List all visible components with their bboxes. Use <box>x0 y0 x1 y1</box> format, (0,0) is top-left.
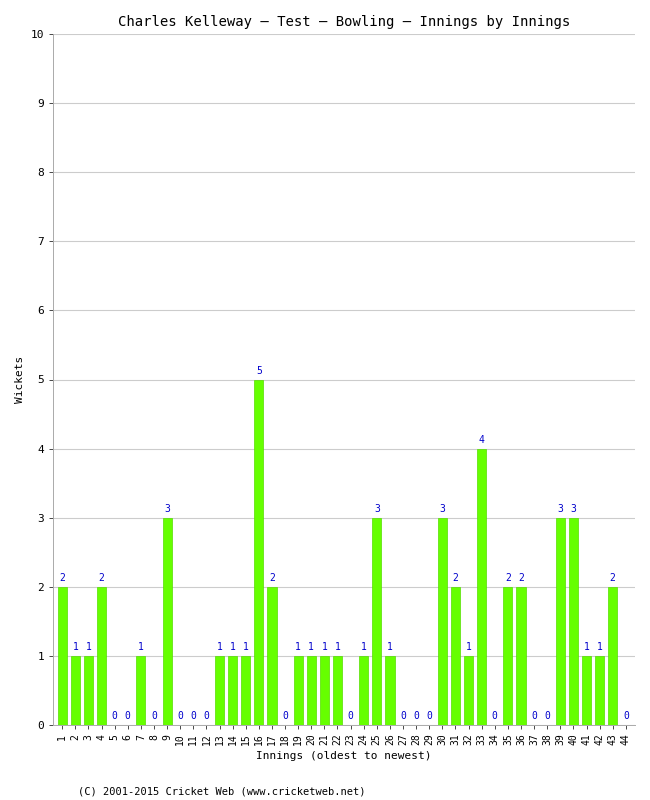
Bar <box>307 656 316 725</box>
Bar <box>385 656 395 725</box>
Bar <box>97 586 106 725</box>
Bar <box>215 656 224 725</box>
Text: 0: 0 <box>190 711 196 722</box>
Bar <box>437 518 447 725</box>
Bar <box>503 586 512 725</box>
Bar <box>516 586 526 725</box>
Text: 0: 0 <box>400 711 406 722</box>
Text: 1: 1 <box>322 642 328 652</box>
Y-axis label: Wickets: Wickets <box>15 356 25 403</box>
Text: 0: 0 <box>348 711 354 722</box>
Text: 5: 5 <box>256 366 262 376</box>
Text: 0: 0 <box>426 711 432 722</box>
Text: 1: 1 <box>597 642 603 652</box>
Text: 1: 1 <box>138 642 144 652</box>
Bar <box>608 586 618 725</box>
Text: 0: 0 <box>544 711 550 722</box>
Text: 0: 0 <box>413 711 419 722</box>
Text: 1: 1 <box>465 642 471 652</box>
Bar <box>294 656 303 725</box>
Text: 1: 1 <box>295 642 301 652</box>
Bar <box>582 656 591 725</box>
Title: Charles Kelleway – Test – Bowling – Innings by Innings: Charles Kelleway – Test – Bowling – Inni… <box>118 15 570 29</box>
Text: 3: 3 <box>164 504 170 514</box>
Bar <box>477 449 486 725</box>
Text: 1: 1 <box>72 642 78 652</box>
Bar <box>320 656 329 725</box>
Bar <box>333 656 342 725</box>
Text: (C) 2001-2015 Cricket Web (www.cricketweb.net): (C) 2001-2015 Cricket Web (www.cricketwe… <box>78 786 365 796</box>
Bar <box>71 656 80 725</box>
Text: 0: 0 <box>125 711 131 722</box>
Bar <box>556 518 565 725</box>
Text: 0: 0 <box>203 711 209 722</box>
Text: 1: 1 <box>335 642 341 652</box>
Bar <box>228 656 237 725</box>
Bar <box>136 656 146 725</box>
Bar <box>241 656 250 725</box>
Text: 1: 1 <box>229 642 235 652</box>
Text: 0: 0 <box>282 711 288 722</box>
Bar <box>372 518 382 725</box>
Bar <box>84 656 93 725</box>
Text: 1: 1 <box>308 642 314 652</box>
Text: 1: 1 <box>361 642 367 652</box>
Bar <box>359 656 369 725</box>
Text: 1: 1 <box>584 642 590 652</box>
Bar <box>58 586 67 725</box>
Text: 1: 1 <box>243 642 249 652</box>
Text: 2: 2 <box>269 573 275 583</box>
Bar <box>254 379 263 725</box>
Text: 2: 2 <box>59 573 65 583</box>
Bar <box>267 586 276 725</box>
Text: 3: 3 <box>571 504 577 514</box>
Text: 1: 1 <box>86 642 92 652</box>
Bar <box>569 518 578 725</box>
Bar <box>464 656 473 725</box>
Text: 3: 3 <box>557 504 564 514</box>
Text: 3: 3 <box>439 504 445 514</box>
Text: 1: 1 <box>387 642 393 652</box>
Bar <box>595 656 604 725</box>
Bar <box>162 518 172 725</box>
Text: 2: 2 <box>505 573 511 583</box>
Text: 2: 2 <box>99 573 105 583</box>
Text: 0: 0 <box>151 711 157 722</box>
Text: 0: 0 <box>492 711 498 722</box>
Text: 0: 0 <box>177 711 183 722</box>
Text: 2: 2 <box>610 573 616 583</box>
Text: 0: 0 <box>623 711 629 722</box>
Text: 4: 4 <box>478 435 485 445</box>
Text: 0: 0 <box>112 711 118 722</box>
Text: 1: 1 <box>216 642 222 652</box>
Text: 2: 2 <box>452 573 458 583</box>
Text: 2: 2 <box>518 573 524 583</box>
Text: 0: 0 <box>531 711 537 722</box>
Text: 3: 3 <box>374 504 380 514</box>
Bar <box>451 586 460 725</box>
X-axis label: Innings (oldest to newest): Innings (oldest to newest) <box>256 751 432 761</box>
